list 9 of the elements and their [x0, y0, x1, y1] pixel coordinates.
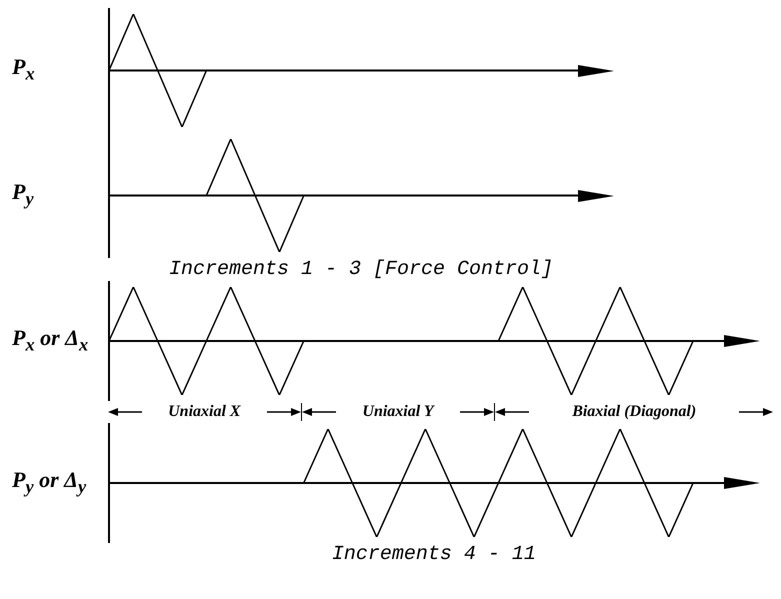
- x-axis-title: Increments 1 - 3 [Force Control]: [168, 258, 554, 281]
- y-axis-title: P$_{y}$: [11, 179, 35, 210]
- y-axis-title: P$_{y}$ or Δ$_{y}$: [11, 466, 88, 498]
- x-axis-title: Increments 4 - 11: [330, 543, 537, 566]
- text: Uniaxial X: [168, 403, 241, 421]
- y-axis-title: P$_{x}$: [11, 54, 36, 85]
- y-axis-title: P$_{x}$ or Δ$_{x}$: [11, 324, 90, 356]
- text: Uniaxial Y: [362, 403, 434, 421]
- text: Biaxial (Diagonal): [572, 403, 696, 421]
